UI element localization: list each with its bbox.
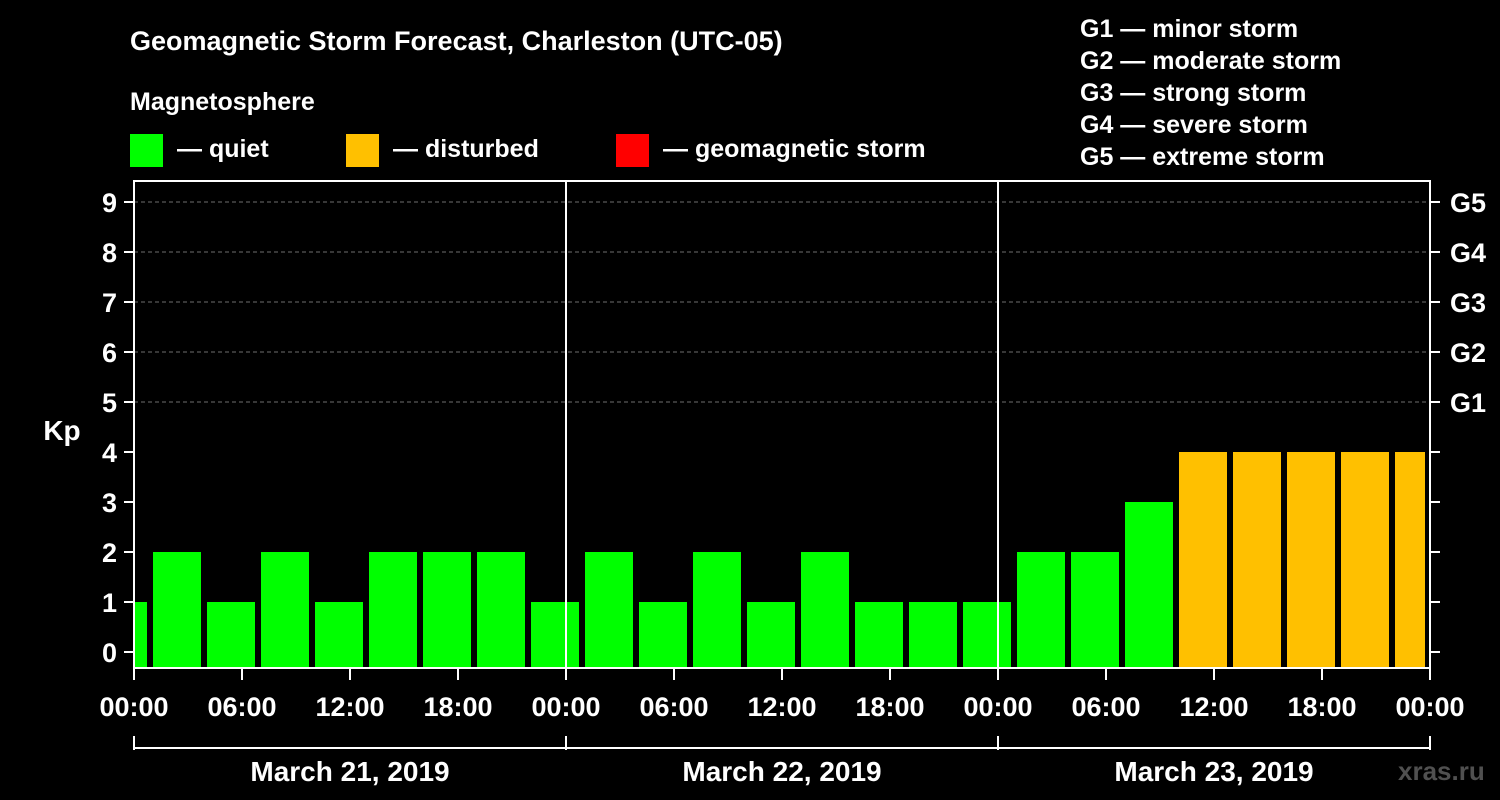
- legend-label-storm: — geomagnetic storm: [663, 135, 926, 163]
- x-tick-label-12: 00:00: [1395, 692, 1464, 722]
- y-tick-label-2: 2: [102, 538, 117, 568]
- bar-14: [855, 602, 903, 668]
- x-tick-label-5: 06:00: [639, 692, 708, 722]
- y-tick-label-0: 0: [102, 638, 117, 668]
- x-tick-label-1: 06:00: [207, 692, 276, 722]
- bar-15: [909, 602, 957, 668]
- storm-scale-g4: G4 — severe storm: [1080, 111, 1308, 139]
- x-tick-label-3: 18:00: [423, 692, 492, 722]
- bar-18: [1071, 552, 1119, 668]
- bar-10: [639, 602, 687, 668]
- bar-0: [135, 602, 147, 668]
- chart-title: Geomagnetic Storm Forecast, Charleston (…: [130, 26, 783, 56]
- y-tick-label-1: 1: [102, 588, 117, 618]
- bar-6: [423, 552, 471, 668]
- storm-scale-g2: G2 — moderate storm: [1080, 47, 1341, 75]
- y-tick-label-5: 5: [102, 388, 117, 418]
- day-labels: March 21, 2019 March 22, 2019 March 23, 20…: [250, 756, 1313, 787]
- bar-19: [1125, 502, 1173, 668]
- bar-9: [585, 552, 633, 668]
- bar-3: [261, 552, 309, 668]
- y-tick-label-4: 4: [102, 438, 117, 468]
- legend: — quiet — disturbed — geomagnetic storm: [130, 134, 926, 167]
- legend-heading: Magnetosphere: [130, 88, 315, 116]
- x-tick-label-7: 18:00: [855, 692, 924, 722]
- x-tick-label-8: 00:00: [963, 692, 1032, 722]
- legend-swatch-disturbed: [346, 134, 379, 167]
- storm-scale-g1: G1 — minor storm: [1080, 15, 1298, 43]
- right-label-g2: G2: [1450, 338, 1486, 368]
- y-tick-label-6: 6: [102, 338, 117, 368]
- y-tick-label-7: 7: [102, 288, 117, 318]
- bar-5: [369, 552, 417, 668]
- right-label-g3: G3: [1450, 288, 1486, 318]
- x-tick-label-10: 12:00: [1179, 692, 1248, 722]
- y-tick-label-8: 8: [102, 238, 117, 268]
- watermark: xras.ru: [1398, 756, 1485, 786]
- bar-22: [1287, 452, 1335, 668]
- x-tick-label-0: 00:00: [99, 692, 168, 722]
- right-label-g4: G4: [1450, 238, 1486, 268]
- x-tick-label-4: 00:00: [531, 692, 600, 722]
- legend-swatch-quiet: [130, 134, 163, 167]
- grid-lines: [134, 201, 1430, 403]
- bar-21: [1233, 452, 1281, 668]
- day-label-1: March 22, 2019: [682, 756, 881, 787]
- day-label-0: March 21, 2019: [250, 756, 449, 787]
- x-tick-label-11: 18:00: [1287, 692, 1356, 722]
- bars: [135, 452, 1425, 668]
- bar-2: [207, 602, 255, 668]
- bar-23: [1341, 452, 1389, 668]
- tick-labels: 0 1 2 3 4 5 6 7 8 9 G1 G2 G3 G4 G5 00:00 06:00 12:00 18:00…: [99, 188, 1486, 722]
- bar-13: [801, 552, 849, 668]
- x-tick-label-6: 12:00: [747, 692, 816, 722]
- bar-7: [477, 552, 525, 668]
- storm-scale-g5: G5 — extreme storm: [1080, 143, 1325, 171]
- bar-4: [315, 602, 363, 668]
- storm-scale-g3: G3 — strong storm: [1080, 79, 1306, 107]
- bar-20: [1179, 452, 1227, 668]
- right-label-g1: G1: [1450, 388, 1486, 418]
- bar-17: [1017, 552, 1065, 668]
- bar-24: [1395, 452, 1425, 668]
- bar-8: [531, 602, 579, 668]
- bar-11: [693, 552, 741, 668]
- right-label-g5: G5: [1450, 188, 1486, 218]
- legend-label-disturbed: — disturbed: [393, 135, 539, 163]
- x-tick-label-9: 06:00: [1071, 692, 1140, 722]
- x-tick-label-2: 12:00: [315, 692, 384, 722]
- y-tick-label-3: 3: [102, 488, 117, 518]
- y-tick-label-9: 9: [102, 188, 117, 218]
- legend-label-quiet: — quiet: [177, 135, 269, 163]
- legend-swatch-storm: [616, 134, 649, 167]
- bar-1: [153, 552, 201, 668]
- axes: [124, 180, 1440, 750]
- bar-16: [963, 602, 1011, 668]
- bar-12: [747, 602, 795, 668]
- day-label-2: March 23, 2019: [1114, 756, 1313, 787]
- y-axis-label: Kp: [43, 415, 80, 446]
- storm-scale-legend: G1 — minor storm G2 — moderate storm G3 …: [1080, 15, 1341, 171]
